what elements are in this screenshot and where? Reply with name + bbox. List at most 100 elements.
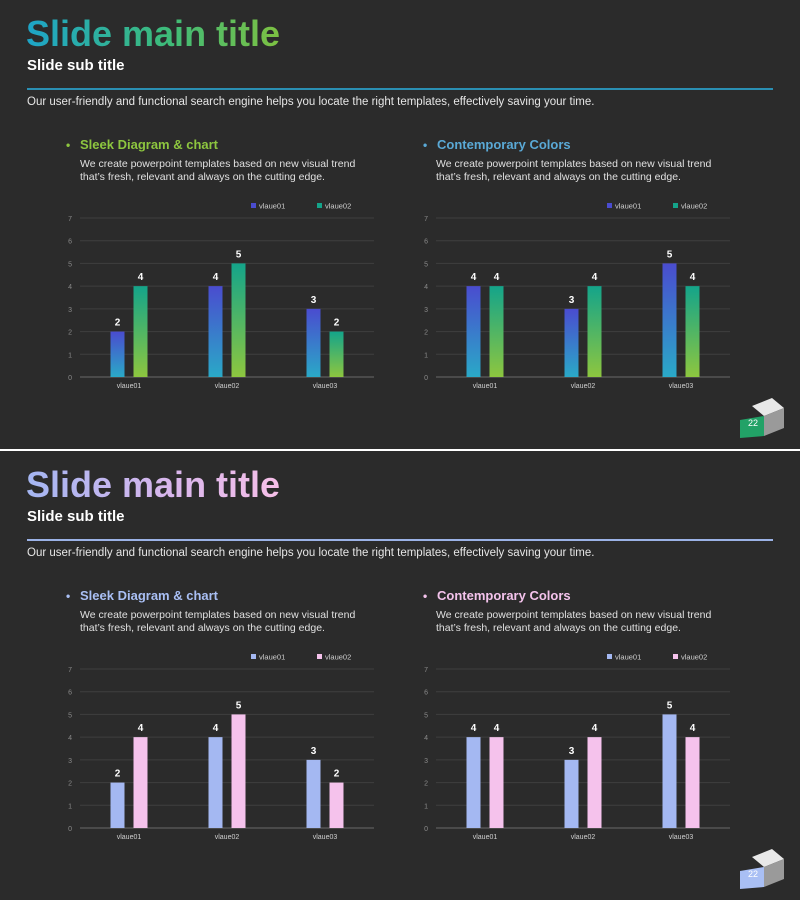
section-heading-right: • Contemporary Colors xyxy=(423,588,571,603)
bar xyxy=(133,737,148,828)
x-tick-label: vlaue03 xyxy=(669,383,694,390)
bar xyxy=(466,286,481,377)
slide-main-title: Slide main title xyxy=(26,464,281,505)
bar xyxy=(306,308,321,377)
x-tick-label: vlaue03 xyxy=(313,834,338,841)
x-tick-label: vlaue02 xyxy=(215,834,240,841)
legend-swatch xyxy=(673,203,678,208)
page-badge-icon xyxy=(740,398,784,438)
section-heading-right: • Contemporary Colors xyxy=(423,137,571,152)
y-tick-label: 4 xyxy=(424,735,428,742)
data-label: 4 xyxy=(213,723,219,734)
legend-swatch xyxy=(317,203,322,208)
bar xyxy=(110,782,125,828)
y-tick-label: 1 xyxy=(68,803,72,810)
bar xyxy=(329,331,344,377)
data-label: 3 xyxy=(569,746,575,757)
slide-2: Slide main title Slide sub title Our use… xyxy=(0,451,800,900)
bullet-icon: • xyxy=(423,589,428,603)
legend-label: vlaue01 xyxy=(615,653,641,662)
slide-description: Our user-friendly and functional search … xyxy=(27,547,595,559)
x-tick-label: vlaue01 xyxy=(473,834,498,841)
data-label: 4 xyxy=(213,272,219,283)
legend-label: vlaue01 xyxy=(259,653,285,662)
title-divider xyxy=(27,539,773,541)
section-text-right: We create powerpoint templates based on … xyxy=(436,609,712,634)
bar xyxy=(587,286,602,377)
y-tick-label: 2 xyxy=(68,781,72,788)
bar xyxy=(564,308,579,377)
data-label: 5 xyxy=(667,249,673,260)
bullet-icon: • xyxy=(66,138,71,152)
y-tick-label: 0 xyxy=(424,375,428,382)
bar xyxy=(110,331,125,377)
section-title: Contemporary Colors xyxy=(437,588,571,603)
x-tick-label: vlaue02 xyxy=(571,383,596,390)
bar-chart-left: 0 1 2 3 4 5 6 7 vlaue01 vlaue02 2 4 vlaue01 4 5 vlaue02… xyxy=(68,202,374,390)
y-tick-label: 5 xyxy=(68,261,72,268)
section-title: Sleek Diagram & chart xyxy=(80,137,219,152)
data-label: 4 xyxy=(138,272,144,283)
y-tick-label: 6 xyxy=(424,690,428,697)
bar xyxy=(208,737,223,828)
y-tick-label: 7 xyxy=(424,667,428,674)
data-label: 4 xyxy=(471,723,477,734)
slide-1: Slide main title Slide sub title Our use… xyxy=(0,0,800,449)
y-tick-label: 2 xyxy=(68,330,72,337)
bar xyxy=(489,737,504,828)
data-label: 3 xyxy=(311,295,317,306)
x-tick-label: vlaue03 xyxy=(313,383,338,390)
bar xyxy=(231,714,246,828)
slide-description: Our user-friendly and functional search … xyxy=(27,96,595,108)
data-label: 2 xyxy=(115,318,121,329)
x-tick-label: vlaue02 xyxy=(571,834,596,841)
bar xyxy=(564,759,579,828)
section-heading-left: • Sleek Diagram & chart xyxy=(66,588,218,603)
bullet-icon: • xyxy=(66,589,71,603)
slide-sub-title: Slide sub title xyxy=(27,508,125,525)
data-label: 4 xyxy=(690,272,696,283)
slide-main-title: Slide main title xyxy=(26,13,281,54)
y-tick-label: 0 xyxy=(424,826,428,833)
y-tick-label: 5 xyxy=(68,712,72,719)
data-label: 5 xyxy=(667,700,673,711)
y-tick-label: 2 xyxy=(424,781,428,788)
y-tick-label: 1 xyxy=(424,352,428,359)
section-title: Sleek Diagram & chart xyxy=(80,588,219,603)
y-tick-label: 2 xyxy=(424,330,428,337)
y-tick-label: 3 xyxy=(68,758,72,765)
y-tick-label: 6 xyxy=(424,239,428,246)
page-badge-icon xyxy=(740,849,784,889)
data-label: 4 xyxy=(690,723,696,734)
legend-label: vlaue02 xyxy=(325,653,351,662)
bar xyxy=(133,286,148,377)
bar xyxy=(231,263,246,377)
y-tick-label: 6 xyxy=(68,690,72,697)
y-tick-label: 7 xyxy=(68,667,72,674)
x-tick-label: vlaue02 xyxy=(215,383,240,390)
y-tick-label: 4 xyxy=(424,284,428,291)
y-tick-label: 5 xyxy=(424,712,428,719)
data-label: 4 xyxy=(592,723,598,734)
legend-label: vlaue01 xyxy=(615,202,641,211)
legend-swatch xyxy=(673,654,678,659)
y-tick-label: 4 xyxy=(68,735,72,742)
section-title: Contemporary Colors xyxy=(437,137,571,152)
x-tick-label: vlaue01 xyxy=(473,383,498,390)
legend-swatch xyxy=(607,203,612,208)
section-heading-left: • Sleek Diagram & chart xyxy=(66,137,218,152)
bar xyxy=(489,286,504,377)
data-label: 2 xyxy=(115,769,121,780)
y-tick-label: 7 xyxy=(68,216,72,223)
legend-label: vlaue02 xyxy=(681,202,707,211)
legend-swatch xyxy=(607,654,612,659)
bar xyxy=(466,737,481,828)
data-label: 4 xyxy=(494,723,500,734)
section-text-left: We create powerpoint templates based on … xyxy=(80,609,356,634)
slide-sub-title: Slide sub title xyxy=(27,57,125,74)
y-tick-label: 1 xyxy=(68,352,72,359)
data-label: 4 xyxy=(138,723,144,734)
y-tick-label: 0 xyxy=(68,826,72,833)
bar-chart-right: 0 1 2 3 4 5 6 7 vlaue01 vlaue02 4 4 vlaue01 3 4 vlaue02… xyxy=(424,202,730,390)
legend-label: vlaue02 xyxy=(325,202,351,211)
